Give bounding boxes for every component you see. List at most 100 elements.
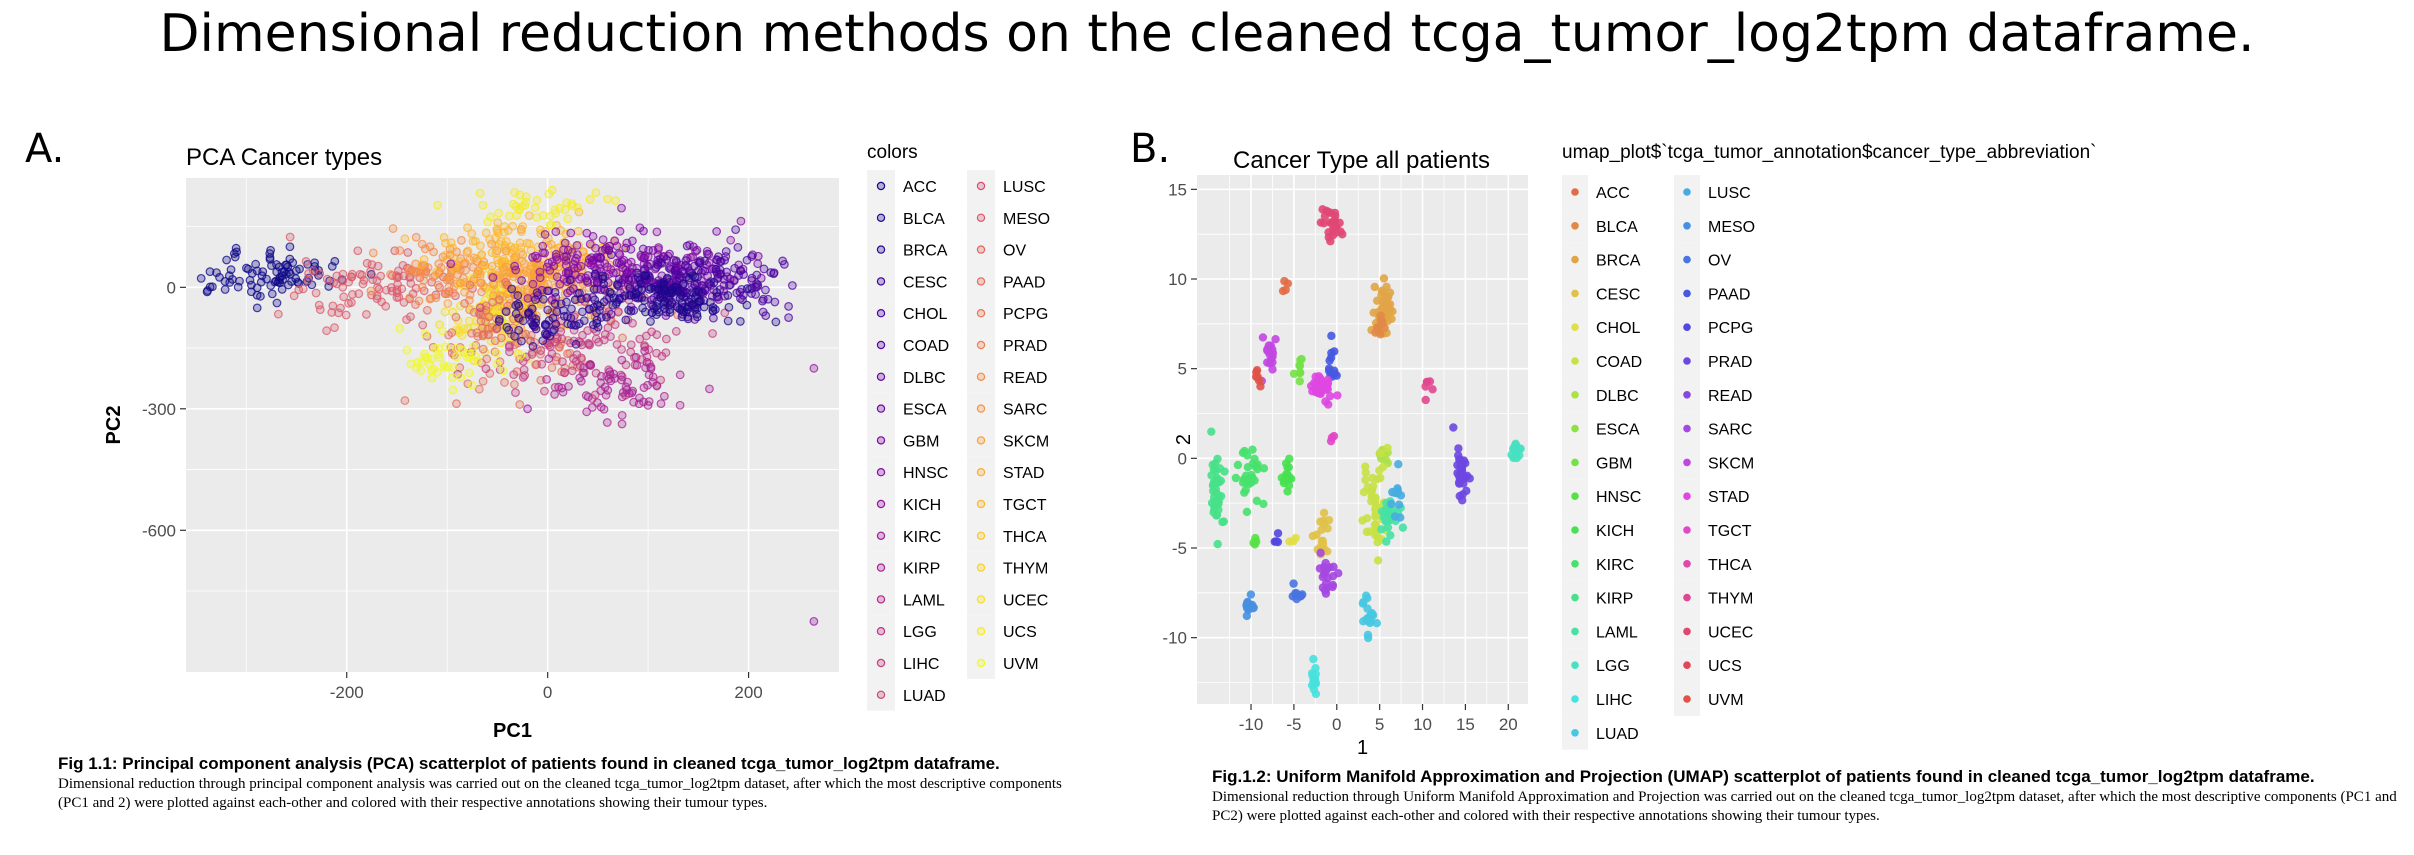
legend-swatch-blca <box>1571 222 1579 230</box>
legend-swatch-cesc <box>1571 289 1579 298</box>
data-point <box>1243 475 1252 485</box>
data-point <box>546 240 556 249</box>
data-point <box>368 275 378 285</box>
data-point <box>1212 490 1222 499</box>
umap-chart: -10 -5 0 5 10 15 20 15 10 5 0 -5 -10 Cancer Type all … <box>1162 142 2096 759</box>
x-tick-label: 10 <box>1413 715 1432 734</box>
y-tick-label: -10 <box>1162 629 1187 648</box>
data-point <box>1213 454 1222 464</box>
data-point <box>1512 453 1522 463</box>
data-point <box>368 248 378 258</box>
data-point <box>420 244 430 254</box>
legend-swatch-kirp <box>1571 593 1579 602</box>
legend-label-chol: CHOL <box>1596 320 1641 337</box>
legend-swatch-acc <box>1571 188 1579 196</box>
legend-swatch-laml <box>1571 627 1579 636</box>
data-point <box>1361 462 1370 471</box>
data-point <box>1253 460 1262 469</box>
data-point <box>1273 529 1283 538</box>
legend-swatch-luad <box>1571 729 1579 737</box>
data-point <box>247 280 256 290</box>
data-point <box>334 308 343 318</box>
data-point <box>1307 669 1317 678</box>
data-point <box>330 256 340 266</box>
data-point <box>445 273 455 283</box>
data-point <box>488 279 498 288</box>
data-point <box>487 239 496 249</box>
data-point <box>339 292 349 302</box>
legend-swatch-skcm <box>1683 458 1691 467</box>
data-point <box>1368 482 1378 491</box>
x-tick-label: 5 <box>1375 715 1384 734</box>
x-tick-label: -10 <box>1239 715 1264 734</box>
data-point <box>1465 474 1474 483</box>
data-point <box>435 267 444 277</box>
legend-label-prad: PRAD <box>1708 354 1752 371</box>
data-point <box>1371 328 1380 337</box>
legend-swatch-stad <box>1683 492 1691 501</box>
x-tick-label: 20 <box>1499 715 1518 734</box>
data-point <box>1387 499 1396 509</box>
data-point <box>1309 685 1319 694</box>
data-point <box>406 312 415 322</box>
data-point <box>1281 285 1290 295</box>
legend-label-lihc: LIHC <box>1596 692 1632 709</box>
data-point <box>1363 633 1373 643</box>
data-point <box>1246 590 1256 599</box>
data-point <box>220 277 230 286</box>
data-point <box>289 291 299 301</box>
data-point <box>439 232 449 242</box>
data-point <box>1458 496 1467 505</box>
data-point <box>476 241 485 251</box>
legend-label-sarc: SARC <box>1708 422 1752 439</box>
caption-umap-heading: Fig.1.2: Uniform Manifold Approximation … <box>1212 767 2315 786</box>
data-point <box>1382 513 1391 522</box>
data-point <box>1383 523 1393 532</box>
data-point <box>1253 372 1263 382</box>
legend-label-ucs: UCS <box>1708 658 1742 675</box>
data-point <box>230 252 240 262</box>
legend-label-lusc: LUSC <box>1708 185 1751 202</box>
data-point <box>1361 475 1370 485</box>
data-point <box>1213 539 1222 549</box>
data-point <box>266 281 276 290</box>
data-point <box>348 290 357 299</box>
data-point <box>1510 445 1520 455</box>
data-point <box>492 224 502 234</box>
data-point <box>1295 377 1304 386</box>
data-point <box>419 275 429 285</box>
x-axis-title: 1 <box>1357 737 1368 759</box>
data-point <box>1327 348 1336 358</box>
legend-label-skcm: SKCM <box>1708 455 1754 472</box>
data-point <box>1259 499 1268 509</box>
caption-pca-body: Dimensional reduction through principal … <box>58 776 1062 811</box>
data-point <box>381 301 391 311</box>
data-point <box>1326 237 1335 246</box>
data-point <box>433 280 443 290</box>
data-point <box>388 224 398 233</box>
data-point <box>478 281 488 291</box>
data-point <box>1371 512 1380 521</box>
data-point <box>1373 556 1383 565</box>
data-point <box>393 266 403 276</box>
data-point <box>308 266 318 276</box>
data-point <box>304 269 313 278</box>
legend-label-kirc: KIRC <box>1596 557 1634 574</box>
data-point <box>355 269 365 279</box>
data-point <box>315 305 325 315</box>
data-point <box>1295 368 1305 378</box>
data-point <box>1268 352 1277 361</box>
data-point <box>468 236 478 246</box>
data-point <box>419 255 429 264</box>
data-point <box>341 310 351 320</box>
data-point <box>1333 391 1342 400</box>
data-point <box>362 310 371 319</box>
page-title: Dimensional reduction methods on the cle… <box>159 4 2255 64</box>
data-point <box>462 247 472 257</box>
data-point <box>1323 524 1332 533</box>
data-point <box>322 326 331 336</box>
x-tick-label: -5 <box>1286 715 1301 734</box>
legend-swatch-esca <box>1571 424 1579 433</box>
data-point <box>303 275 313 285</box>
data-point <box>283 262 293 272</box>
